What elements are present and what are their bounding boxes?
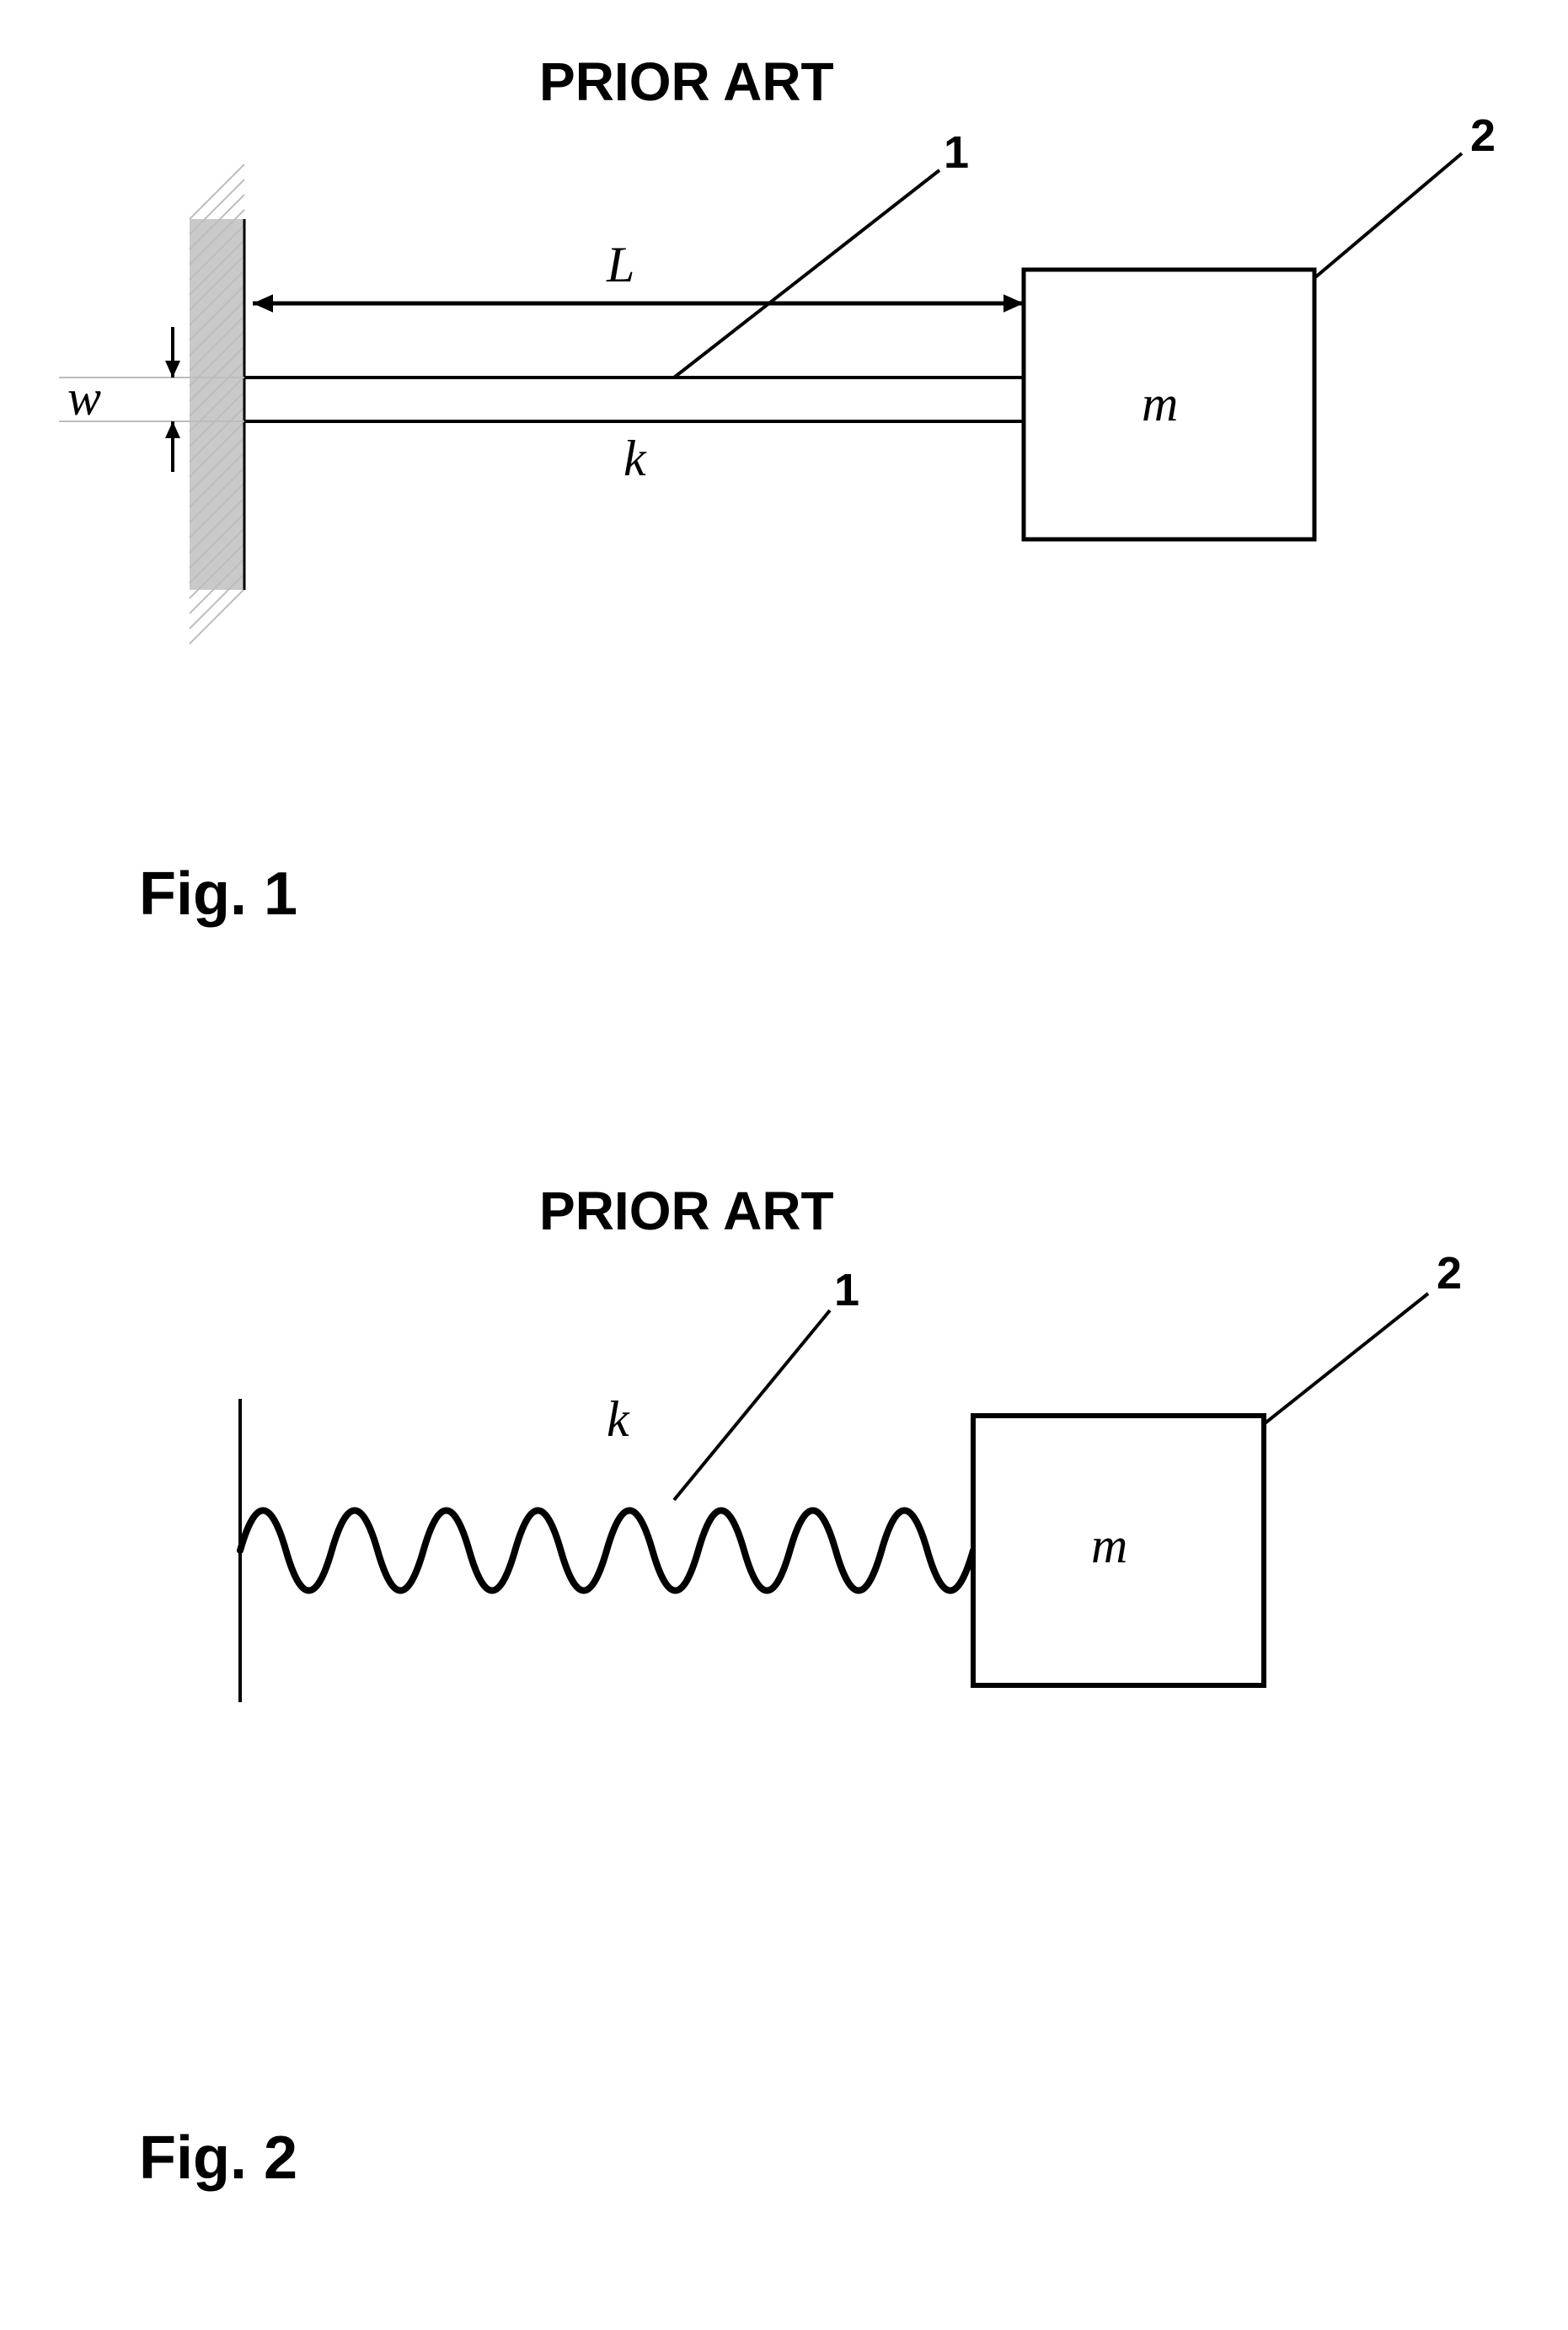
fig1-header: PRIOR ART: [539, 51, 834, 113]
label-m-fig2: m: [1091, 1517, 1127, 1575]
fig1-caption: Fig. 1: [139, 860, 297, 929]
ref-1-fig2: 1: [834, 1264, 859, 1316]
ref-1-fig1: 1: [944, 126, 969, 179]
diagram-canvas: [0, 0, 1568, 2330]
fig2-header: PRIOR ART: [539, 1180, 834, 1242]
ref-2-fig2: 2: [1437, 1247, 1462, 1299]
fig2-caption: Fig. 2: [139, 2124, 297, 2193]
label-k-fig1: k: [623, 430, 646, 488]
label-L: L: [607, 236, 634, 294]
page-root: PRIOR ART L k w m 1 2 Fig. 1 PRIOR ART k…: [0, 0, 1568, 2330]
label-w: w: [67, 369, 101, 427]
label-k-fig2: k: [607, 1390, 629, 1449]
label-m-fig1: m: [1142, 375, 1178, 433]
ref-2-fig1: 2: [1470, 110, 1496, 162]
